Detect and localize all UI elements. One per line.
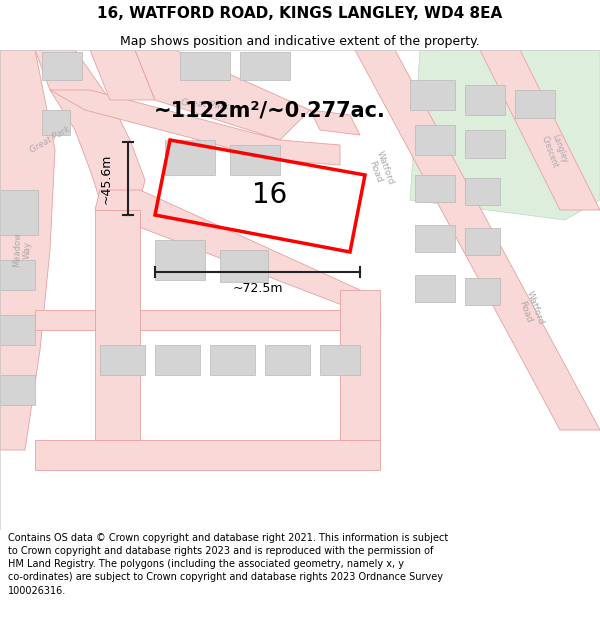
Text: ~72.5m: ~72.5m: [232, 281, 283, 294]
Polygon shape: [155, 345, 200, 375]
Text: ~45.6m: ~45.6m: [100, 153, 113, 204]
Polygon shape: [340, 290, 380, 440]
Polygon shape: [0, 375, 35, 405]
Polygon shape: [410, 80, 455, 110]
Polygon shape: [220, 250, 268, 282]
Polygon shape: [515, 90, 555, 118]
Polygon shape: [35, 310, 380, 330]
Polygon shape: [415, 225, 455, 252]
Polygon shape: [35, 50, 145, 200]
Polygon shape: [465, 278, 500, 305]
Text: 16, WATFORD ROAD, KINGS LANGLEY, WD4 8EA: 16, WATFORD ROAD, KINGS LANGLEY, WD4 8EA: [97, 6, 503, 21]
Polygon shape: [240, 52, 290, 80]
Polygon shape: [0, 315, 35, 345]
Polygon shape: [35, 440, 380, 470]
Polygon shape: [100, 345, 145, 375]
Text: Meadow
Way: Meadow Way: [11, 232, 32, 268]
Polygon shape: [465, 130, 505, 158]
Text: Great Park: Great Park: [181, 98, 229, 112]
Polygon shape: [0, 50, 55, 450]
Polygon shape: [180, 52, 230, 80]
Polygon shape: [465, 228, 500, 255]
Polygon shape: [415, 125, 455, 155]
Text: Watford
Road: Watford Road: [515, 290, 545, 330]
Polygon shape: [320, 345, 360, 375]
Polygon shape: [465, 85, 505, 115]
Polygon shape: [415, 275, 455, 302]
Polygon shape: [230, 145, 280, 175]
Polygon shape: [90, 50, 155, 100]
Polygon shape: [265, 345, 310, 375]
Polygon shape: [155, 240, 205, 280]
Polygon shape: [0, 190, 38, 235]
Polygon shape: [50, 90, 340, 165]
Polygon shape: [42, 52, 82, 80]
Polygon shape: [135, 50, 310, 140]
Text: Map shows position and indicative extent of the property.: Map shows position and indicative extent…: [120, 34, 480, 48]
Polygon shape: [415, 175, 455, 202]
Polygon shape: [480, 50, 600, 210]
Text: Contains OS data © Crown copyright and database right 2021. This information is : Contains OS data © Crown copyright and d…: [8, 533, 448, 596]
Polygon shape: [465, 178, 500, 205]
Polygon shape: [42, 110, 70, 135]
Text: Watford
Road: Watford Road: [365, 150, 395, 190]
Text: Great Park: Great Park: [28, 125, 71, 155]
Text: 16: 16: [253, 181, 287, 209]
Polygon shape: [95, 190, 360, 310]
Text: ~1122m²/~0.277ac.: ~1122m²/~0.277ac.: [154, 100, 386, 120]
Polygon shape: [95, 210, 140, 440]
Polygon shape: [0, 260, 35, 290]
Polygon shape: [310, 110, 360, 135]
Polygon shape: [410, 50, 600, 220]
Polygon shape: [210, 345, 255, 375]
Polygon shape: [165, 140, 215, 175]
Polygon shape: [355, 50, 600, 430]
Text: Langley
Crescent: Langley Crescent: [540, 131, 570, 169]
